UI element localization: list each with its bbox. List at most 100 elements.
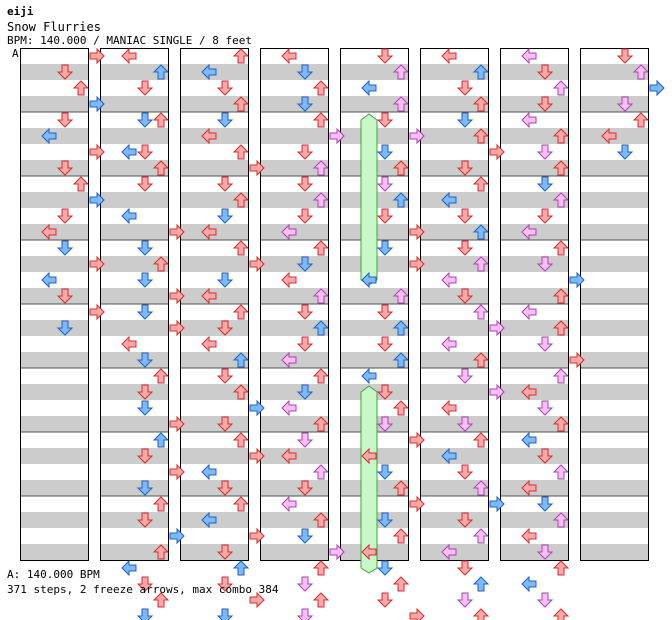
- down-arrow-icon: [56, 288, 74, 304]
- stripe: [21, 256, 88, 272]
- stripe: [181, 416, 248, 432]
- stripe: [21, 416, 88, 432]
- down-arrow-icon: [376, 208, 394, 224]
- stripe: [501, 544, 568, 560]
- stripe: [101, 384, 168, 400]
- stripe: [501, 96, 568, 112]
- up-arrow-icon: [472, 576, 490, 592]
- artist-name: eiji: [7, 5, 34, 18]
- down-arrow-icon: [536, 208, 554, 224]
- stripe: [581, 320, 648, 336]
- down-arrow-icon: [216, 80, 234, 96]
- down-arrow-icon: [536, 64, 554, 80]
- down-arrow-icon: [296, 608, 314, 620]
- left-arrow-icon: [201, 287, 217, 305]
- down-arrow-icon: [56, 208, 74, 224]
- down-arrow-icon: [136, 272, 154, 288]
- up-arrow-icon: [552, 80, 570, 96]
- column-border: [500, 48, 569, 561]
- up-arrow-icon: [632, 112, 650, 128]
- freeze-arrow: [360, 385, 378, 574]
- stripe: [581, 352, 648, 368]
- up-arrow-icon: [312, 416, 330, 432]
- stripe: [181, 160, 248, 176]
- stripe: [581, 160, 648, 176]
- right-arrow-icon: [89, 255, 105, 273]
- right-arrow-icon: [409, 223, 425, 241]
- stripe: [101, 416, 168, 432]
- down-arrow-icon: [536, 336, 554, 352]
- stripe: [341, 96, 408, 112]
- up-arrow-icon: [552, 416, 570, 432]
- up-arrow-icon: [392, 320, 410, 336]
- up-arrow-icon: [152, 64, 170, 80]
- right-arrow-icon: [489, 319, 505, 337]
- stripe: [421, 256, 488, 272]
- right-arrow-icon: [89, 191, 105, 209]
- down-arrow-icon: [376, 144, 394, 160]
- chart-info: BPM: 140.000 / MANIAC SINGLE / 8 feet: [7, 34, 253, 47]
- stripe: [581, 288, 648, 304]
- up-arrow-icon: [552, 160, 570, 176]
- stripe: [501, 416, 568, 432]
- up-arrow-icon: [472, 128, 490, 144]
- down-arrow-icon: [136, 144, 154, 160]
- down-arrow-icon: [376, 48, 394, 64]
- left-arrow-icon: [361, 543, 377, 561]
- measure-column: [580, 48, 649, 561]
- measure-column: [420, 48, 489, 561]
- stripe: [421, 128, 488, 144]
- down-arrow-icon: [536, 144, 554, 160]
- left-arrow-icon: [521, 47, 537, 65]
- stripe: [581, 416, 648, 432]
- down-arrow-icon: [216, 176, 234, 192]
- stripe: [101, 256, 168, 272]
- up-arrow-icon: [552, 608, 570, 620]
- stripe: [261, 512, 328, 528]
- down-arrow-icon: [456, 208, 474, 224]
- column-border: [580, 48, 649, 561]
- down-arrow-icon: [456, 112, 474, 128]
- up-arrow-icon: [312, 320, 330, 336]
- left-arrow-icon: [121, 143, 137, 161]
- stripe: [261, 416, 328, 432]
- up-arrow-icon: [392, 528, 410, 544]
- stripe: [181, 448, 248, 464]
- down-arrow-icon: [376, 336, 394, 352]
- down-arrow-icon: [616, 48, 634, 64]
- down-arrow-icon: [136, 448, 154, 464]
- stripe: [501, 128, 568, 144]
- down-arrow-icon: [376, 384, 394, 400]
- stripe: [181, 384, 248, 400]
- left-arrow-icon: [521, 383, 537, 401]
- up-arrow-icon: [232, 352, 250, 368]
- down-arrow-icon: [136, 512, 154, 528]
- up-arrow-icon: [552, 368, 570, 384]
- stripe: [421, 320, 488, 336]
- stripe: [581, 64, 648, 80]
- right-arrow-icon: [569, 351, 585, 369]
- left-arrow-icon: [361, 367, 377, 385]
- stripe: [501, 288, 568, 304]
- up-arrow-icon: [312, 560, 330, 576]
- stripe: [501, 352, 568, 368]
- down-arrow-icon: [216, 368, 234, 384]
- stripe: [181, 256, 248, 272]
- stripe: [421, 96, 488, 112]
- stripe: [181, 320, 248, 336]
- left-arrow-icon: [521, 303, 537, 321]
- up-arrow-icon: [552, 464, 570, 480]
- left-arrow-icon: [281, 399, 297, 417]
- down-arrow-icon: [536, 544, 554, 560]
- right-arrow-icon: [169, 223, 185, 241]
- right-arrow-icon: [409, 607, 425, 620]
- right-arrow-icon: [89, 47, 105, 65]
- left-arrow-icon: [41, 127, 57, 145]
- down-arrow-icon: [216, 608, 234, 620]
- stripe: [101, 160, 168, 176]
- up-arrow-icon: [392, 352, 410, 368]
- up-arrow-icon: [152, 256, 170, 272]
- right-arrow-icon: [409, 495, 425, 513]
- down-arrow-icon: [136, 80, 154, 96]
- left-arrow-icon: [441, 399, 457, 417]
